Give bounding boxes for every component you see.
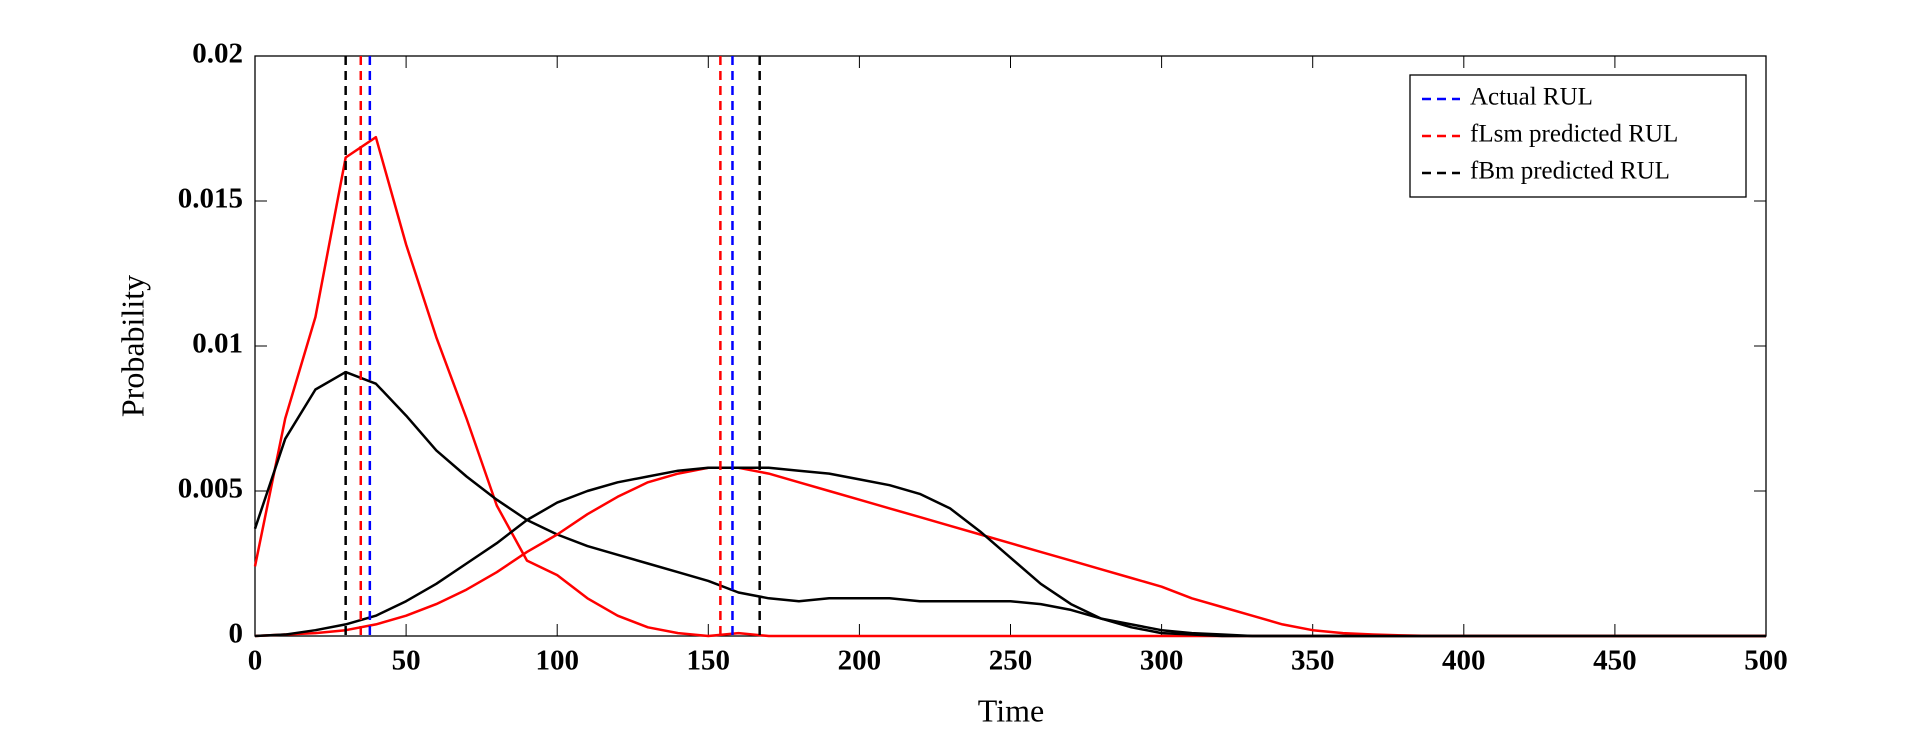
x-tick-label: 400 bbox=[1442, 645, 1486, 677]
x-tick-label: 350 bbox=[1291, 645, 1335, 677]
legend-label: Actual RUL bbox=[1470, 84, 1593, 111]
y-tick-label: 0.015 bbox=[178, 183, 243, 215]
x-tick-label: 300 bbox=[1140, 645, 1184, 677]
density-curve bbox=[253, 135, 1766, 638]
y-tick-label: 0.005 bbox=[178, 473, 243, 505]
legend-label: fBm predicted RUL bbox=[1470, 158, 1670, 185]
y-tick-label: 0.02 bbox=[192, 38, 243, 70]
x-tick-label: 150 bbox=[687, 645, 731, 677]
density-curve bbox=[254, 466, 1766, 638]
density-curve bbox=[253, 370, 1766, 638]
legend-box bbox=[1409, 74, 1747, 198]
x-axis-label: Time bbox=[978, 692, 1044, 728]
x-tick-label: 50 bbox=[392, 645, 421, 677]
legend-label: fLsm predicted RUL bbox=[1470, 121, 1678, 148]
x-tick-label: 0 bbox=[248, 645, 263, 677]
y-tick-label: 0 bbox=[229, 618, 244, 650]
x-tick-label: 250 bbox=[989, 645, 1033, 677]
y-axis-label: Probability bbox=[114, 275, 150, 417]
x-tick-label: 450 bbox=[1593, 645, 1637, 677]
x-tick-label: 500 bbox=[1744, 645, 1788, 677]
x-tick-label: 200 bbox=[838, 645, 882, 677]
y-tick-label: 0.01 bbox=[192, 328, 243, 360]
x-tick-label: 100 bbox=[535, 645, 579, 677]
